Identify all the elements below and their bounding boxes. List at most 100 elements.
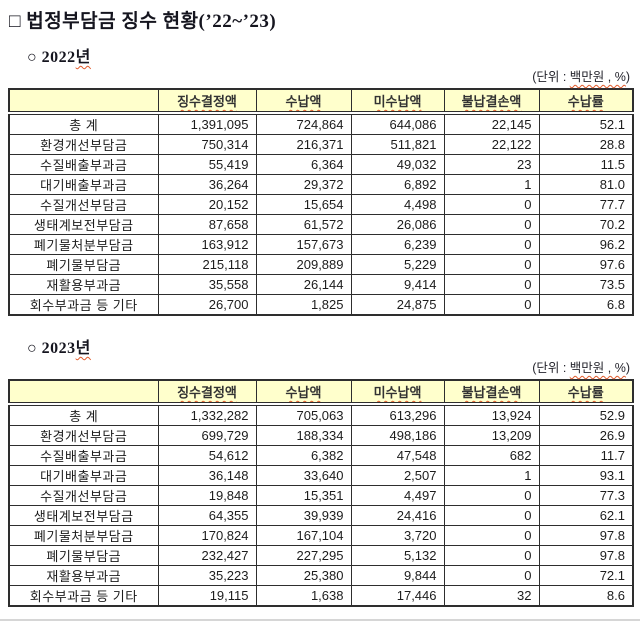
value-cell: 188,334: [255, 425, 352, 446]
value-cell: 35,223: [157, 565, 257, 586]
unit-label-2023: (단위 : 백만원 , %): [0, 361, 630, 376]
row-label-cell: 회수부과금 등 기타: [8, 585, 159, 607]
section-2023: ○ 2023년 (단위 : 백만원 , %) 징수결정액 수납액 미수납액 불납…: [0, 339, 640, 607]
value-cell: 81.0: [538, 174, 634, 195]
table-row: 대기배출부과금 36,264 29,372 6,892 1 81.0: [8, 174, 634, 195]
value-cell: 15,351: [255, 485, 352, 506]
table-row: 재활용부과금 35,558 26,144 9,414 0 73.5: [8, 274, 634, 295]
col-header-writtenoff: 불납결손액: [443, 379, 540, 406]
col-header-received: 수납액: [255, 88, 352, 115]
row-label-cell: 생태계보전부담금: [8, 505, 159, 526]
value-cell: 19,115: [157, 585, 257, 607]
value-cell: 163,912: [157, 234, 257, 255]
value-cell: 13,209: [443, 425, 540, 446]
row-label-cell: 재활용부과금: [8, 274, 159, 295]
section-2022: ○ 2022년 (단위 : 백만원 , %) 징수결정액 수납액 미수납액 불납…: [0, 48, 640, 316]
value-cell: 13,924: [443, 403, 540, 426]
value-cell: 644,086: [350, 112, 445, 135]
value-cell: 70.2: [538, 214, 634, 235]
table-row: 환경개선부담금 699,729 188,334 498,186 13,209 26.9: [8, 425, 634, 446]
row-label-cell: 폐기물처분부담금: [8, 234, 159, 255]
row-label-cell: 폐기물처분부담금: [8, 525, 159, 546]
value-cell: 209,889: [255, 254, 352, 275]
value-cell: 724,864: [255, 112, 352, 135]
row-label-cell: 총 계: [8, 112, 159, 135]
value-cell: 9,414: [350, 274, 445, 295]
table-row: 폐기물처분부담금 170,824 167,104 3,720 0 97.8: [8, 525, 634, 546]
value-cell: 2,507: [350, 465, 445, 486]
value-cell: 682: [443, 445, 540, 466]
levy-table-2023: 징수결정액 수납액 미수납액 불납결손액 수납률 총 계 1,332,282 705…: [8, 379, 634, 607]
table-row: 대기배출부과금 36,148 33,640 2,507 1 93.1: [8, 465, 634, 486]
unit-suffix: ): [625, 70, 630, 84]
row-label-cell: 대기배출부과금: [8, 174, 159, 195]
value-cell: 55,419: [157, 154, 257, 175]
value-cell: 36,148: [157, 465, 257, 486]
col-header-rate: 수납률: [538, 88, 634, 115]
value-cell: 1: [443, 174, 540, 195]
value-cell: 0: [443, 505, 540, 526]
value-cell: 26,144: [255, 274, 352, 295]
value-cell: 167,104: [255, 525, 352, 546]
section-heading-2022: ○ 2022년: [27, 48, 640, 68]
col-header-label: 미수납액: [373, 94, 422, 109]
value-cell: 216,371: [255, 134, 352, 155]
value-cell: 232,427: [157, 545, 257, 566]
value-cell: 24,875: [350, 294, 445, 316]
value-cell: 1,825: [255, 294, 352, 316]
unit-value: 백만원 , %: [569, 70, 626, 84]
col-header-writtenoff: 불납결손액: [443, 88, 540, 115]
row-label-cell: 수질배출부과금: [8, 154, 159, 175]
value-cell: 613,296: [350, 403, 445, 426]
value-cell: 97.8: [538, 545, 634, 566]
value-cell: 4,497: [350, 485, 445, 506]
row-label-cell: 총 계: [8, 403, 159, 426]
table-row: 총 계 1,391,095 724,864 644,086 22,145 52.1: [8, 112, 634, 135]
value-cell: 64,355: [157, 505, 257, 526]
value-cell: 73.5: [538, 274, 634, 295]
value-cell: 54,612: [157, 445, 257, 466]
col-header-label: 수납액: [285, 94, 322, 109]
value-cell: 705,063: [255, 403, 352, 426]
section-heading-2022-year-suffix: 년: [75, 49, 91, 66]
value-cell: 32: [443, 585, 540, 607]
row-label-cell: 수질배출부과금: [8, 445, 159, 466]
value-cell: 0: [443, 565, 540, 586]
value-cell: 26.9: [538, 425, 634, 446]
value-cell: 19,848: [157, 485, 257, 506]
table-row: 생태계보전부담금 64,355 39,939 24,416 0 62.1: [8, 505, 634, 526]
value-cell: 0: [443, 254, 540, 275]
value-cell: 36,264: [157, 174, 257, 195]
col-header-received: 수납액: [255, 379, 352, 406]
row-label-cell: 수질개선부담금: [8, 194, 159, 215]
table-row: 총 계 1,332,282 705,063 613,296 13,924 52.9: [8, 403, 634, 426]
value-cell: 47,548: [350, 445, 445, 466]
table-row: 생태계보전부담금 87,658 61,572 26,086 0 70.2: [8, 214, 634, 235]
unit-suffix: ): [625, 361, 630, 375]
value-cell: 0: [443, 294, 540, 316]
value-cell: 62.1: [538, 505, 634, 526]
unit-prefix: (단위 :: [532, 361, 570, 375]
value-cell: 5,132: [350, 545, 445, 566]
table-row: 폐기물처분부담금 163,912 157,673 6,239 0 96.2: [8, 234, 634, 255]
row-label-cell: 환경개선부담금: [8, 134, 159, 155]
value-cell: 35,558: [157, 274, 257, 295]
value-cell: 157,673: [255, 234, 352, 255]
value-cell: 1,391,095: [157, 112, 257, 135]
value-cell: 87,658: [157, 214, 257, 235]
value-cell: 750,314: [157, 134, 257, 155]
value-cell: 9,844: [350, 565, 445, 586]
row-label-cell: 폐기물부담금: [8, 254, 159, 275]
row-label-cell: 생태계보전부담금: [8, 214, 159, 235]
value-cell: 3,720: [350, 525, 445, 546]
value-cell: 26,086: [350, 214, 445, 235]
value-cell: 11.5: [538, 154, 634, 175]
value-cell: 28.8: [538, 134, 634, 155]
col-header-decided: 징수결정액: [157, 379, 257, 406]
col-header-decided: 징수결정액: [157, 88, 257, 115]
value-cell: 24,416: [350, 505, 445, 526]
value-cell: 61,572: [255, 214, 352, 235]
table-row: 회수부과금 등 기타 26,700 1,825 24,875 0 6.8: [8, 294, 634, 316]
value-cell: 77.7: [538, 194, 634, 215]
col-header-label: 불납결손액: [461, 385, 522, 400]
